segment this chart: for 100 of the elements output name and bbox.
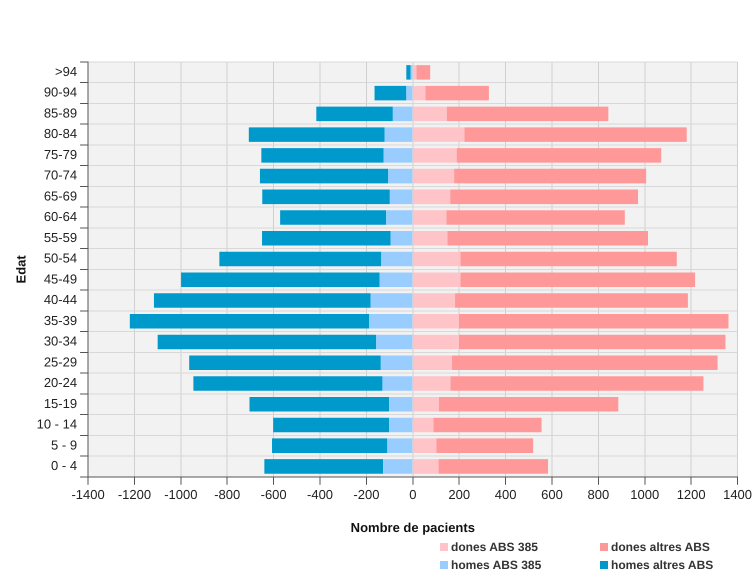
bar — [438, 396, 618, 412]
y-tick-label: 35-39 — [44, 312, 78, 328]
bar — [261, 148, 384, 163]
bar — [413, 210, 446, 225]
bar — [382, 376, 412, 391]
y-tick-label: 10 - 14 — [36, 416, 78, 432]
x-tick-label: -200 — [353, 487, 380, 502]
bar — [413, 106, 447, 122]
bar — [460, 272, 696, 288]
y-tick-label: 80-84 — [44, 126, 78, 142]
bar — [181, 272, 380, 288]
bar — [389, 418, 412, 432]
bar — [438, 459, 548, 474]
bar — [154, 293, 371, 308]
bar — [158, 334, 376, 350]
legend-label: homes ABS 385 — [451, 558, 542, 572]
x-tick-label: -600 — [260, 487, 287, 502]
x-tick-label: -1200 — [118, 487, 152, 502]
bar — [413, 355, 452, 370]
bar — [413, 314, 459, 329]
bar — [380, 355, 412, 370]
bar — [416, 65, 430, 80]
bar — [460, 252, 677, 266]
x-tick-label: -400 — [307, 487, 334, 502]
y-tick-label: 40-44 — [44, 292, 78, 308]
bar — [425, 86, 489, 100]
y-tick-label: 45-49 — [44, 271, 78, 286]
x-tick-label: 600 — [541, 487, 563, 502]
bar — [219, 252, 382, 266]
bar — [452, 355, 718, 370]
bar — [455, 293, 688, 308]
bar — [369, 314, 412, 329]
bar — [454, 168, 646, 184]
bar — [446, 106, 608, 122]
bar — [413, 148, 457, 163]
y-tick-label: 75-79 — [44, 146, 78, 162]
bar — [376, 334, 412, 350]
bar — [384, 127, 412, 142]
bar — [384, 148, 412, 163]
bar — [447, 231, 648, 246]
bar — [413, 168, 454, 184]
bar — [389, 396, 412, 412]
bar — [248, 127, 385, 142]
bar — [387, 438, 412, 453]
bar — [264, 459, 384, 474]
bar — [436, 438, 534, 453]
x-tick-label: -1400 — [71, 487, 105, 502]
bar — [433, 418, 542, 432]
bar — [374, 86, 406, 100]
y-tick-label: 0 - 4 — [51, 458, 78, 474]
y-tick-label: 90-94 — [44, 84, 78, 100]
bar — [406, 65, 410, 80]
bar — [383, 459, 412, 474]
bar — [189, 355, 381, 370]
y-tick-label: 15-19 — [44, 396, 78, 411]
bar — [262, 190, 390, 204]
x-tick-label: 200 — [448, 487, 470, 502]
bar — [380, 272, 412, 288]
x-tick-label: 1200 — [676, 487, 706, 502]
y-tick-label: 55-59 — [44, 230, 78, 245]
bar — [262, 231, 391, 246]
bar — [316, 106, 393, 122]
bar — [392, 106, 412, 122]
bar — [458, 314, 728, 329]
legend-label: dones ABS 385 — [451, 540, 538, 554]
y-tick-label: 60-64 — [44, 209, 78, 224]
bar — [413, 252, 460, 266]
x-tick-label: 1000 — [630, 487, 660, 502]
bar — [456, 148, 662, 163]
bar — [413, 438, 436, 453]
y-tick-label: 70-74 — [44, 168, 78, 183]
bar — [413, 86, 426, 100]
bar — [413, 231, 448, 246]
bar — [250, 396, 390, 412]
bar — [390, 231, 412, 246]
bar — [130, 314, 370, 329]
y-tick-label: >94 — [55, 64, 78, 79]
bar — [381, 252, 412, 266]
y-tick-label: 65-69 — [44, 188, 78, 204]
bar — [446, 210, 625, 225]
bar — [388, 168, 412, 184]
x-tick-label: 1400 — [723, 487, 752, 502]
bar — [273, 418, 390, 432]
y-tick-label: 50-54 — [44, 250, 78, 266]
bar — [413, 65, 416, 80]
y-tick-label: 20-24 — [44, 375, 78, 390]
x-axis-title: Nombre de pacients — [350, 520, 475, 535]
bar — [193, 376, 382, 391]
bar — [458, 334, 726, 350]
bar — [272, 438, 388, 453]
bar — [406, 86, 412, 100]
bar — [413, 396, 439, 412]
bar — [386, 210, 412, 225]
bar — [413, 127, 464, 142]
y-axis-title: Edat — [13, 254, 28, 284]
bar — [260, 168, 388, 184]
bar — [413, 418, 434, 432]
bar — [450, 376, 704, 391]
legend-label: homes altres ABS — [611, 558, 714, 572]
bar — [413, 376, 450, 391]
